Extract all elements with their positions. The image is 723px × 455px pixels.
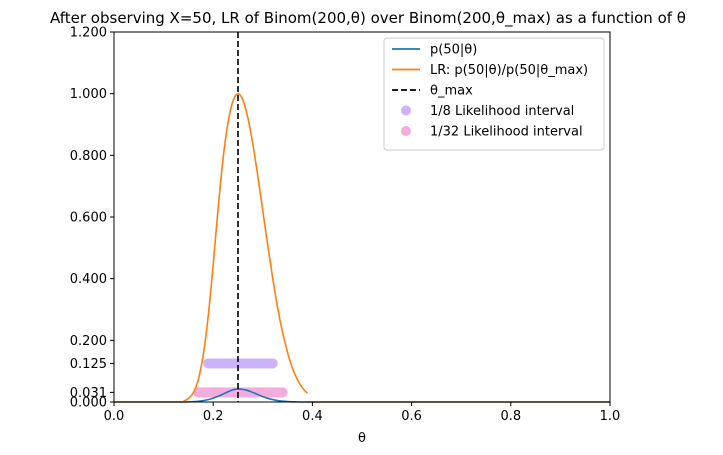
x-tick-label: 1.0 — [600, 409, 621, 424]
interval-point — [277, 387, 288, 398]
legend-label: p(50|θ) — [430, 43, 477, 58]
y-tick-label: 0.000 — [70, 396, 107, 411]
legend-entry-3: 1/8 Likelihood interval — [401, 104, 574, 119]
chart-title: After observing X=50, LR of Binom(200,θ)… — [50, 9, 686, 28]
x-tick-label: 0.6 — [401, 409, 422, 424]
interval-point — [267, 358, 278, 369]
y-tick-label: 0.031 — [70, 386, 107, 401]
series-line — [183, 92, 309, 402]
legend-entry-1: LR: p(50|θ)/p(50|θ_max) — [392, 63, 588, 78]
y-tick-label: 0.600 — [70, 211, 107, 226]
legend-entry-2: θ_max — [392, 84, 473, 99]
legend-swatch — [401, 105, 411, 116]
legend-box — [383, 37, 605, 151]
y-tick-label: 0.200 — [70, 334, 107, 349]
legend: p(50|θ) LR: p(50|θ)/p(50|θ_max) θ_max 1/8 L… — [383, 37, 605, 151]
x-tick-label: 0.8 — [500, 409, 521, 424]
legend-label: 1/32 Likelihood interval — [430, 125, 583, 140]
legend-label: θ_max — [430, 84, 473, 99]
y-tick-label: 0.125 — [70, 357, 107, 372]
y-tick-label: 1.000 — [70, 87, 107, 102]
x-tick-label: 0.4 — [302, 409, 323, 424]
y-tick-label: 0.400 — [70, 272, 107, 287]
y-tick-label: 1.200 — [70, 26, 107, 41]
legend-label: 1/8 Likelihood interval — [430, 104, 574, 119]
y-tick-label: 0.800 — [70, 149, 107, 164]
legend-swatch — [401, 126, 411, 136]
x-tick-label: 0.0 — [104, 409, 125, 424]
x-axis-label: θ — [358, 431, 366, 446]
legend-label: LR: p(50|θ)/p(50|θ_max) — [430, 63, 588, 78]
interval-band-0 — [203, 358, 278, 369]
legend-entry-4: 1/32 Likelihood interval — [401, 125, 583, 140]
x-tick-label: 0.2 — [203, 409, 224, 424]
series-line — [188, 388, 298, 403]
legend-entry-0: p(50|θ) — [392, 43, 477, 58]
series-line-group-0 — [114, 388, 610, 403]
